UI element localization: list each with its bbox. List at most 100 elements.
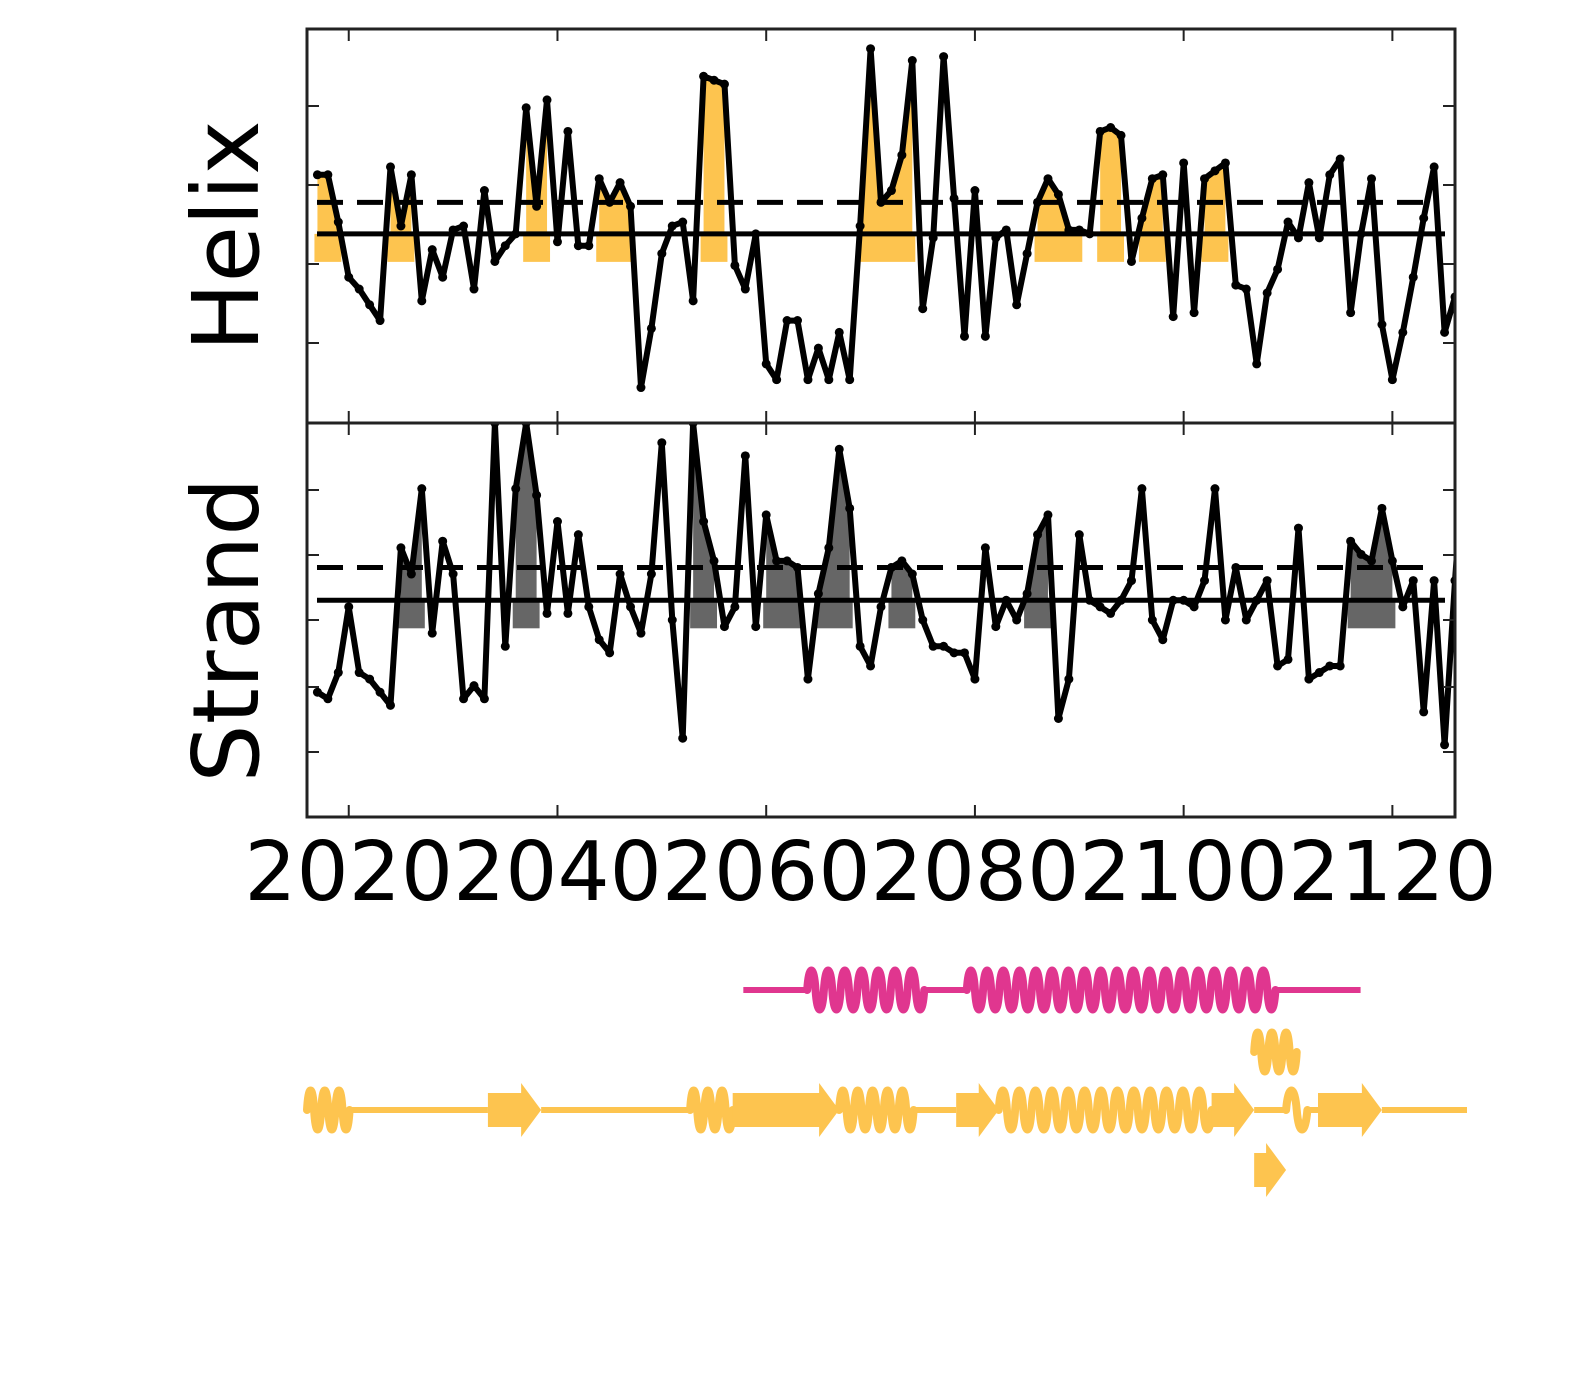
strand-point	[761, 510, 771, 520]
helix-point	[552, 237, 562, 247]
helix-point	[939, 52, 949, 62]
helix-point	[1440, 327, 1450, 337]
helix-point	[1429, 162, 1439, 172]
helix-point	[542, 95, 552, 105]
helix-point	[365, 300, 375, 310]
helix-point	[751, 229, 761, 239]
helix-point	[918, 304, 928, 314]
strand-point	[782, 556, 792, 566]
bottom-strand	[1318, 1083, 1382, 1137]
strand-point	[1513, 596, 1522, 605]
helix-point	[1064, 225, 1074, 235]
helix-point	[1346, 308, 1356, 318]
helix-point	[1398, 327, 1408, 337]
helix-point	[845, 375, 855, 385]
strand-point	[1241, 615, 1251, 625]
helix-point	[1095, 126, 1105, 136]
helix-shade-band	[1201, 233, 1229, 262]
bottom-helix	[686, 1086, 737, 1134]
helix-point	[1241, 284, 1251, 294]
strand-point	[876, 602, 886, 612]
helix-point	[1106, 123, 1116, 132]
strand-point	[897, 556, 907, 566]
helix-point	[438, 272, 448, 282]
strand-point	[980, 543, 990, 553]
strand-shade-band	[763, 600, 801, 629]
strand-point	[918, 615, 928, 625]
helix-point	[333, 217, 343, 227]
strand-point	[573, 530, 583, 540]
strand-shade-band	[690, 600, 718, 629]
helix-point	[1179, 158, 1189, 168]
strand-point	[991, 622, 1001, 632]
bottom-alt-helix	[1250, 1028, 1301, 1076]
helix-point	[855, 221, 865, 231]
strand-point	[907, 569, 917, 579]
strand-point	[344, 602, 354, 612]
bottom-helix	[1282, 1086, 1312, 1134]
helix-point	[949, 193, 959, 203]
helix-point	[1033, 197, 1043, 207]
helix-point	[1053, 189, 1063, 199]
strand-shade-band	[1347, 600, 1396, 629]
strand-point	[1398, 602, 1408, 612]
helix-point	[991, 233, 1001, 243]
strand-point	[1429, 576, 1439, 586]
helix-point	[1419, 213, 1429, 223]
strand-point	[646, 569, 656, 579]
strand-point	[1033, 530, 1043, 540]
bottom-strand	[956, 1083, 999, 1137]
strand-point	[1074, 530, 1084, 540]
helix-point	[1231, 280, 1241, 290]
strand-point	[1325, 661, 1335, 671]
strand-point	[1001, 595, 1011, 605]
helix-point	[1335, 154, 1345, 164]
strand-point	[312, 687, 322, 697]
helix-point	[866, 44, 876, 54]
strand-point	[1095, 602, 1105, 612]
bottom-track	[303, 1083, 1467, 1137]
helix-point	[1461, 316, 1470, 325]
helix-point	[385, 162, 395, 172]
bottom-strand	[487, 1083, 542, 1137]
helix-point	[406, 170, 416, 180]
helix-point	[928, 233, 938, 243]
strand-point	[1126, 576, 1136, 586]
helix-point	[1043, 174, 1053, 184]
helix-point	[1200, 174, 1210, 184]
strand-shade-area	[1455, 436, 1476, 600]
strand-point	[1231, 562, 1241, 572]
strand-point	[1106, 608, 1116, 618]
strand-shade-band	[512, 600, 540, 629]
helix-point	[1273, 264, 1283, 274]
helix-shade-band	[857, 233, 916, 262]
helix-shade-band	[387, 233, 415, 262]
strand-ylabel: Strand	[173, 477, 280, 782]
helix-point	[1012, 300, 1022, 310]
strand-point	[500, 641, 510, 651]
helix-panel: Helix	[173, 27, 1470, 425]
helix-point	[699, 71, 709, 81]
helix-point	[375, 316, 385, 326]
strand-point	[448, 569, 458, 579]
strand-point	[1314, 668, 1324, 678]
strand-point	[1043, 510, 1053, 520]
strand-point	[793, 562, 803, 572]
strand-shade-band	[815, 600, 853, 629]
helix-point	[678, 217, 688, 227]
top-helix	[803, 966, 929, 1014]
strand-point	[928, 641, 938, 651]
strand-point	[1534, 484, 1543, 493]
helix-point	[427, 245, 437, 255]
bottom-strand	[1211, 1083, 1255, 1137]
helix-point	[1116, 130, 1126, 140]
helix-point	[1387, 375, 1397, 385]
strand-point	[479, 694, 489, 704]
helix-point	[813, 343, 823, 353]
helix-point	[521, 103, 531, 113]
strand-point	[1492, 622, 1501, 631]
bottom-helix	[303, 1086, 354, 1134]
helix-point	[1210, 166, 1220, 176]
helix-point	[834, 327, 844, 337]
